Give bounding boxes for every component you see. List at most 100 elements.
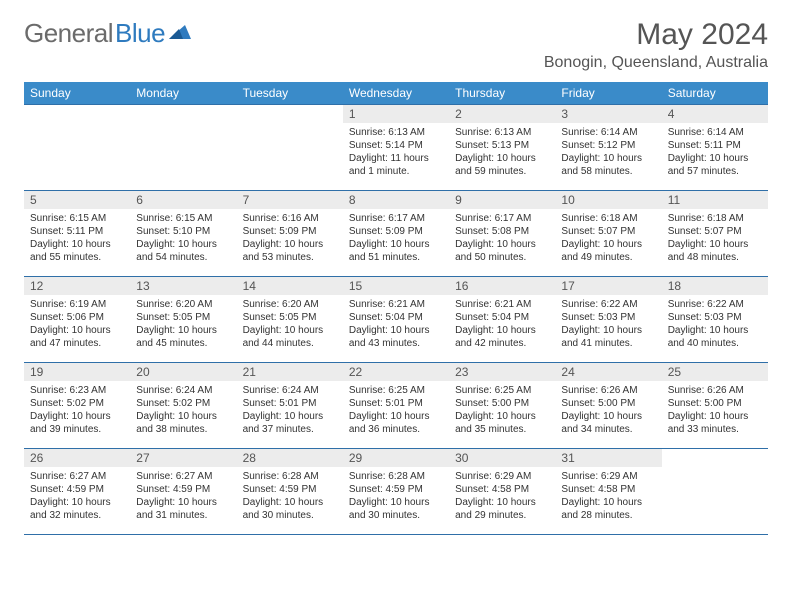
day-number: 31 — [555, 449, 661, 467]
day-details: Sunrise: 6:17 AMSunset: 5:09 PMDaylight:… — [343, 209, 449, 267]
day-details: Sunrise: 6:25 AMSunset: 5:01 PMDaylight:… — [343, 381, 449, 439]
calendar-cell: 18Sunrise: 6:22 AMSunset: 5:03 PMDayligh… — [662, 277, 768, 363]
calendar-cell — [662, 449, 768, 535]
day-details: Sunrise: 6:13 AMSunset: 5:14 PMDaylight:… — [343, 123, 449, 181]
day-details: Sunrise: 6:18 AMSunset: 5:07 PMDaylight:… — [662, 209, 768, 267]
calendar-cell: 2Sunrise: 6:13 AMSunset: 5:13 PMDaylight… — [449, 105, 555, 191]
day-details: Sunrise: 6:18 AMSunset: 5:07 PMDaylight:… — [555, 209, 661, 267]
brand-name-b: Blue — [115, 18, 165, 49]
day-details: Sunrise: 6:21 AMSunset: 5:04 PMDaylight:… — [343, 295, 449, 353]
calendar-cell: 3Sunrise: 6:14 AMSunset: 5:12 PMDaylight… — [555, 105, 661, 191]
day-number: 10 — [555, 191, 661, 209]
day-number: 6 — [130, 191, 236, 209]
brand-name-a: General — [24, 18, 113, 49]
day-details: Sunrise: 6:24 AMSunset: 5:01 PMDaylight:… — [237, 381, 343, 439]
brand-logo: GeneralBlue — [24, 18, 191, 49]
calendar-cell: 11Sunrise: 6:18 AMSunset: 5:07 PMDayligh… — [662, 191, 768, 277]
day-header: Monday — [130, 82, 236, 105]
day-number: 4 — [662, 105, 768, 123]
calendar-cell: 31Sunrise: 6:29 AMSunset: 4:58 PMDayligh… — [555, 449, 661, 535]
day-details: Sunrise: 6:28 AMSunset: 4:59 PMDaylight:… — [237, 467, 343, 525]
day-details: Sunrise: 6:20 AMSunset: 5:05 PMDaylight:… — [237, 295, 343, 353]
day-details: Sunrise: 6:15 AMSunset: 5:11 PMDaylight:… — [24, 209, 130, 267]
calendar-week-row: 12Sunrise: 6:19 AMSunset: 5:06 PMDayligh… — [24, 277, 768, 363]
day-details: Sunrise: 6:27 AMSunset: 4:59 PMDaylight:… — [130, 467, 236, 525]
calendar-cell: 14Sunrise: 6:20 AMSunset: 5:05 PMDayligh… — [237, 277, 343, 363]
day-number: 9 — [449, 191, 555, 209]
calendar-cell: 9Sunrise: 6:17 AMSunset: 5:08 PMDaylight… — [449, 191, 555, 277]
calendar-cell: 5Sunrise: 6:15 AMSunset: 5:11 PMDaylight… — [24, 191, 130, 277]
day-number: 28 — [237, 449, 343, 467]
day-number: 13 — [130, 277, 236, 295]
calendar-cell: 23Sunrise: 6:25 AMSunset: 5:00 PMDayligh… — [449, 363, 555, 449]
calendar-cell: 10Sunrise: 6:18 AMSunset: 5:07 PMDayligh… — [555, 191, 661, 277]
day-number: 8 — [343, 191, 449, 209]
day-details: Sunrise: 6:14 AMSunset: 5:11 PMDaylight:… — [662, 123, 768, 181]
day-details: Sunrise: 6:24 AMSunset: 5:02 PMDaylight:… — [130, 381, 236, 439]
day-details: Sunrise: 6:27 AMSunset: 4:59 PMDaylight:… — [24, 467, 130, 525]
calendar-cell: 8Sunrise: 6:17 AMSunset: 5:09 PMDaylight… — [343, 191, 449, 277]
calendar-cell: 6Sunrise: 6:15 AMSunset: 5:10 PMDaylight… — [130, 191, 236, 277]
calendar-cell: 21Sunrise: 6:24 AMSunset: 5:01 PMDayligh… — [237, 363, 343, 449]
day-header: Tuesday — [237, 82, 343, 105]
day-details: Sunrise: 6:15 AMSunset: 5:10 PMDaylight:… — [130, 209, 236, 267]
day-number: 7 — [237, 191, 343, 209]
calendar-cell — [237, 105, 343, 191]
day-details: Sunrise: 6:22 AMSunset: 5:03 PMDaylight:… — [662, 295, 768, 353]
day-details: Sunrise: 6:26 AMSunset: 5:00 PMDaylight:… — [555, 381, 661, 439]
calendar-week-row: 1Sunrise: 6:13 AMSunset: 5:14 PMDaylight… — [24, 105, 768, 191]
day-header: Friday — [555, 82, 661, 105]
day-details: Sunrise: 6:25 AMSunset: 5:00 PMDaylight:… — [449, 381, 555, 439]
day-number: 3 — [555, 105, 661, 123]
day-header: Wednesday — [343, 82, 449, 105]
day-number: 29 — [343, 449, 449, 467]
day-number: 20 — [130, 363, 236, 381]
calendar-cell: 1Sunrise: 6:13 AMSunset: 5:14 PMDaylight… — [343, 105, 449, 191]
calendar-cell: 29Sunrise: 6:28 AMSunset: 4:59 PMDayligh… — [343, 449, 449, 535]
day-number: 23 — [449, 363, 555, 381]
calendar-cell: 13Sunrise: 6:20 AMSunset: 5:05 PMDayligh… — [130, 277, 236, 363]
calendar-week-row: 26Sunrise: 6:27 AMSunset: 4:59 PMDayligh… — [24, 449, 768, 535]
calendar-cell: 15Sunrise: 6:21 AMSunset: 5:04 PMDayligh… — [343, 277, 449, 363]
day-number: 12 — [24, 277, 130, 295]
day-number: 30 — [449, 449, 555, 467]
calendar-cell: 19Sunrise: 6:23 AMSunset: 5:02 PMDayligh… — [24, 363, 130, 449]
calendar-cell: 12Sunrise: 6:19 AMSunset: 5:06 PMDayligh… — [24, 277, 130, 363]
day-details: Sunrise: 6:26 AMSunset: 5:00 PMDaylight:… — [662, 381, 768, 439]
day-number: 15 — [343, 277, 449, 295]
title-block: May 2024 Bonogin, Queensland, Australia — [544, 18, 768, 72]
calendar-cell: 27Sunrise: 6:27 AMSunset: 4:59 PMDayligh… — [130, 449, 236, 535]
calendar-cell: 22Sunrise: 6:25 AMSunset: 5:01 PMDayligh… — [343, 363, 449, 449]
day-details: Sunrise: 6:28 AMSunset: 4:59 PMDaylight:… — [343, 467, 449, 525]
day-details: Sunrise: 6:14 AMSunset: 5:12 PMDaylight:… — [555, 123, 661, 181]
calendar-week-row: 19Sunrise: 6:23 AMSunset: 5:02 PMDayligh… — [24, 363, 768, 449]
month-title: May 2024 — [544, 18, 768, 52]
day-details: Sunrise: 6:20 AMSunset: 5:05 PMDaylight:… — [130, 295, 236, 353]
calendar-cell: 4Sunrise: 6:14 AMSunset: 5:11 PMDaylight… — [662, 105, 768, 191]
day-number: 19 — [24, 363, 130, 381]
calendar-cell: 28Sunrise: 6:28 AMSunset: 4:59 PMDayligh… — [237, 449, 343, 535]
day-details: Sunrise: 6:16 AMSunset: 5:09 PMDaylight:… — [237, 209, 343, 267]
calendar-cell — [130, 105, 236, 191]
calendar-week-row: 5Sunrise: 6:15 AMSunset: 5:11 PMDaylight… — [24, 191, 768, 277]
calendar-cell: 30Sunrise: 6:29 AMSunset: 4:58 PMDayligh… — [449, 449, 555, 535]
day-details: Sunrise: 6:17 AMSunset: 5:08 PMDaylight:… — [449, 209, 555, 267]
day-number: 14 — [237, 277, 343, 295]
calendar-cell: 25Sunrise: 6:26 AMSunset: 5:00 PMDayligh… — [662, 363, 768, 449]
day-details: Sunrise: 6:21 AMSunset: 5:04 PMDaylight:… — [449, 295, 555, 353]
day-details: Sunrise: 6:29 AMSunset: 4:58 PMDaylight:… — [555, 467, 661, 525]
calendar-cell — [24, 105, 130, 191]
day-details: Sunrise: 6:29 AMSunset: 4:58 PMDaylight:… — [449, 467, 555, 525]
day-number: 1 — [343, 105, 449, 123]
day-number: 2 — [449, 105, 555, 123]
day-header: Thursday — [449, 82, 555, 105]
location-text: Bonogin, Queensland, Australia — [544, 54, 768, 72]
day-details: Sunrise: 6:23 AMSunset: 5:02 PMDaylight:… — [24, 381, 130, 439]
day-details: Sunrise: 6:19 AMSunset: 5:06 PMDaylight:… — [24, 295, 130, 353]
calendar-cell: 24Sunrise: 6:26 AMSunset: 5:00 PMDayligh… — [555, 363, 661, 449]
day-number: 22 — [343, 363, 449, 381]
calendar-cell: 26Sunrise: 6:27 AMSunset: 4:59 PMDayligh… — [24, 449, 130, 535]
day-details: Sunrise: 6:22 AMSunset: 5:03 PMDaylight:… — [555, 295, 661, 353]
day-number: 24 — [555, 363, 661, 381]
day-number: 27 — [130, 449, 236, 467]
